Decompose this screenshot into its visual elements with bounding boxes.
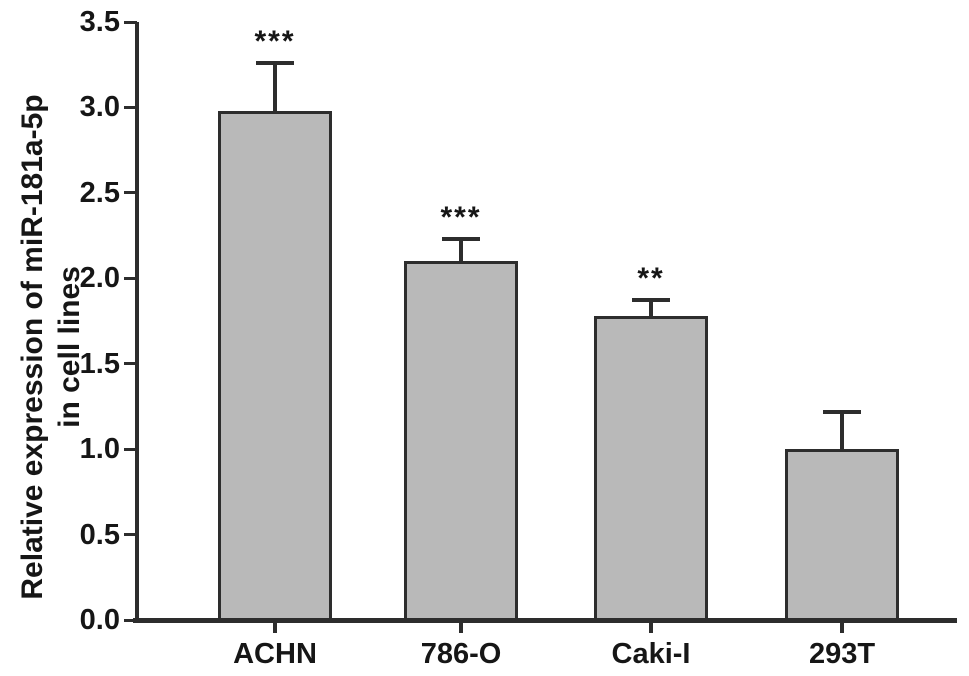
- x-axis-tick: [649, 623, 653, 633]
- y-axis-tick: [124, 105, 137, 109]
- y-axis-line: [135, 22, 139, 623]
- y-axis-tick-label: 0.0: [79, 604, 120, 636]
- x-axis-tick: [273, 623, 277, 633]
- x-axis-tick-label: Caki-I: [611, 638, 691, 670]
- y-axis-tick-label: 2.0: [79, 262, 120, 295]
- error-bar-cap: [632, 298, 670, 303]
- significance-label: ***: [440, 200, 482, 234]
- significance-label: **: [637, 262, 665, 296]
- bar-ACHN: [218, 110, 332, 622]
- error-bar-stem: [273, 63, 277, 111]
- error-bar-cap: [823, 409, 861, 414]
- y-axis-tick-label: 3.0: [79, 91, 120, 124]
- bar-293T: [785, 449, 899, 622]
- y-axis-tick: [124, 20, 137, 24]
- x-axis-tick: [840, 623, 844, 633]
- bar-786-O: [404, 261, 518, 622]
- error-bar-stem: [459, 238, 463, 262]
- y-axis-tick: [124, 618, 137, 622]
- y-axis-tick: [124, 447, 137, 451]
- y-axis-tick-label: 1.5: [79, 347, 120, 380]
- y-axis-tick-label: 1.0: [79, 433, 120, 466]
- y-axis-tick: [124, 276, 137, 280]
- y-axis-tick-label: 3.5: [79, 6, 120, 38]
- y-axis-tick-label: 0.5: [79, 518, 120, 551]
- error-bar-cap: [442, 236, 480, 241]
- x-axis-line: [133, 618, 957, 623]
- x-axis-tick-label: 293T: [808, 638, 876, 670]
- y-axis-tick: [124, 191, 137, 195]
- x-axis-tick: [459, 623, 463, 633]
- x-axis-tick-label: ACHN: [233, 638, 317, 670]
- error-bar-stem: [840, 411, 844, 450]
- error-bar-stem: [649, 300, 653, 316]
- y-axis-tick: [124, 533, 137, 537]
- error-bar-cap: [256, 61, 294, 65]
- significance-label: ***: [254, 25, 296, 58]
- y-axis-tick-label: 2.5: [79, 176, 120, 209]
- bar-Caki-I: [594, 315, 708, 622]
- y-axis-tick: [124, 362, 137, 366]
- x-axis-tick-label: 786-O: [420, 638, 502, 670]
